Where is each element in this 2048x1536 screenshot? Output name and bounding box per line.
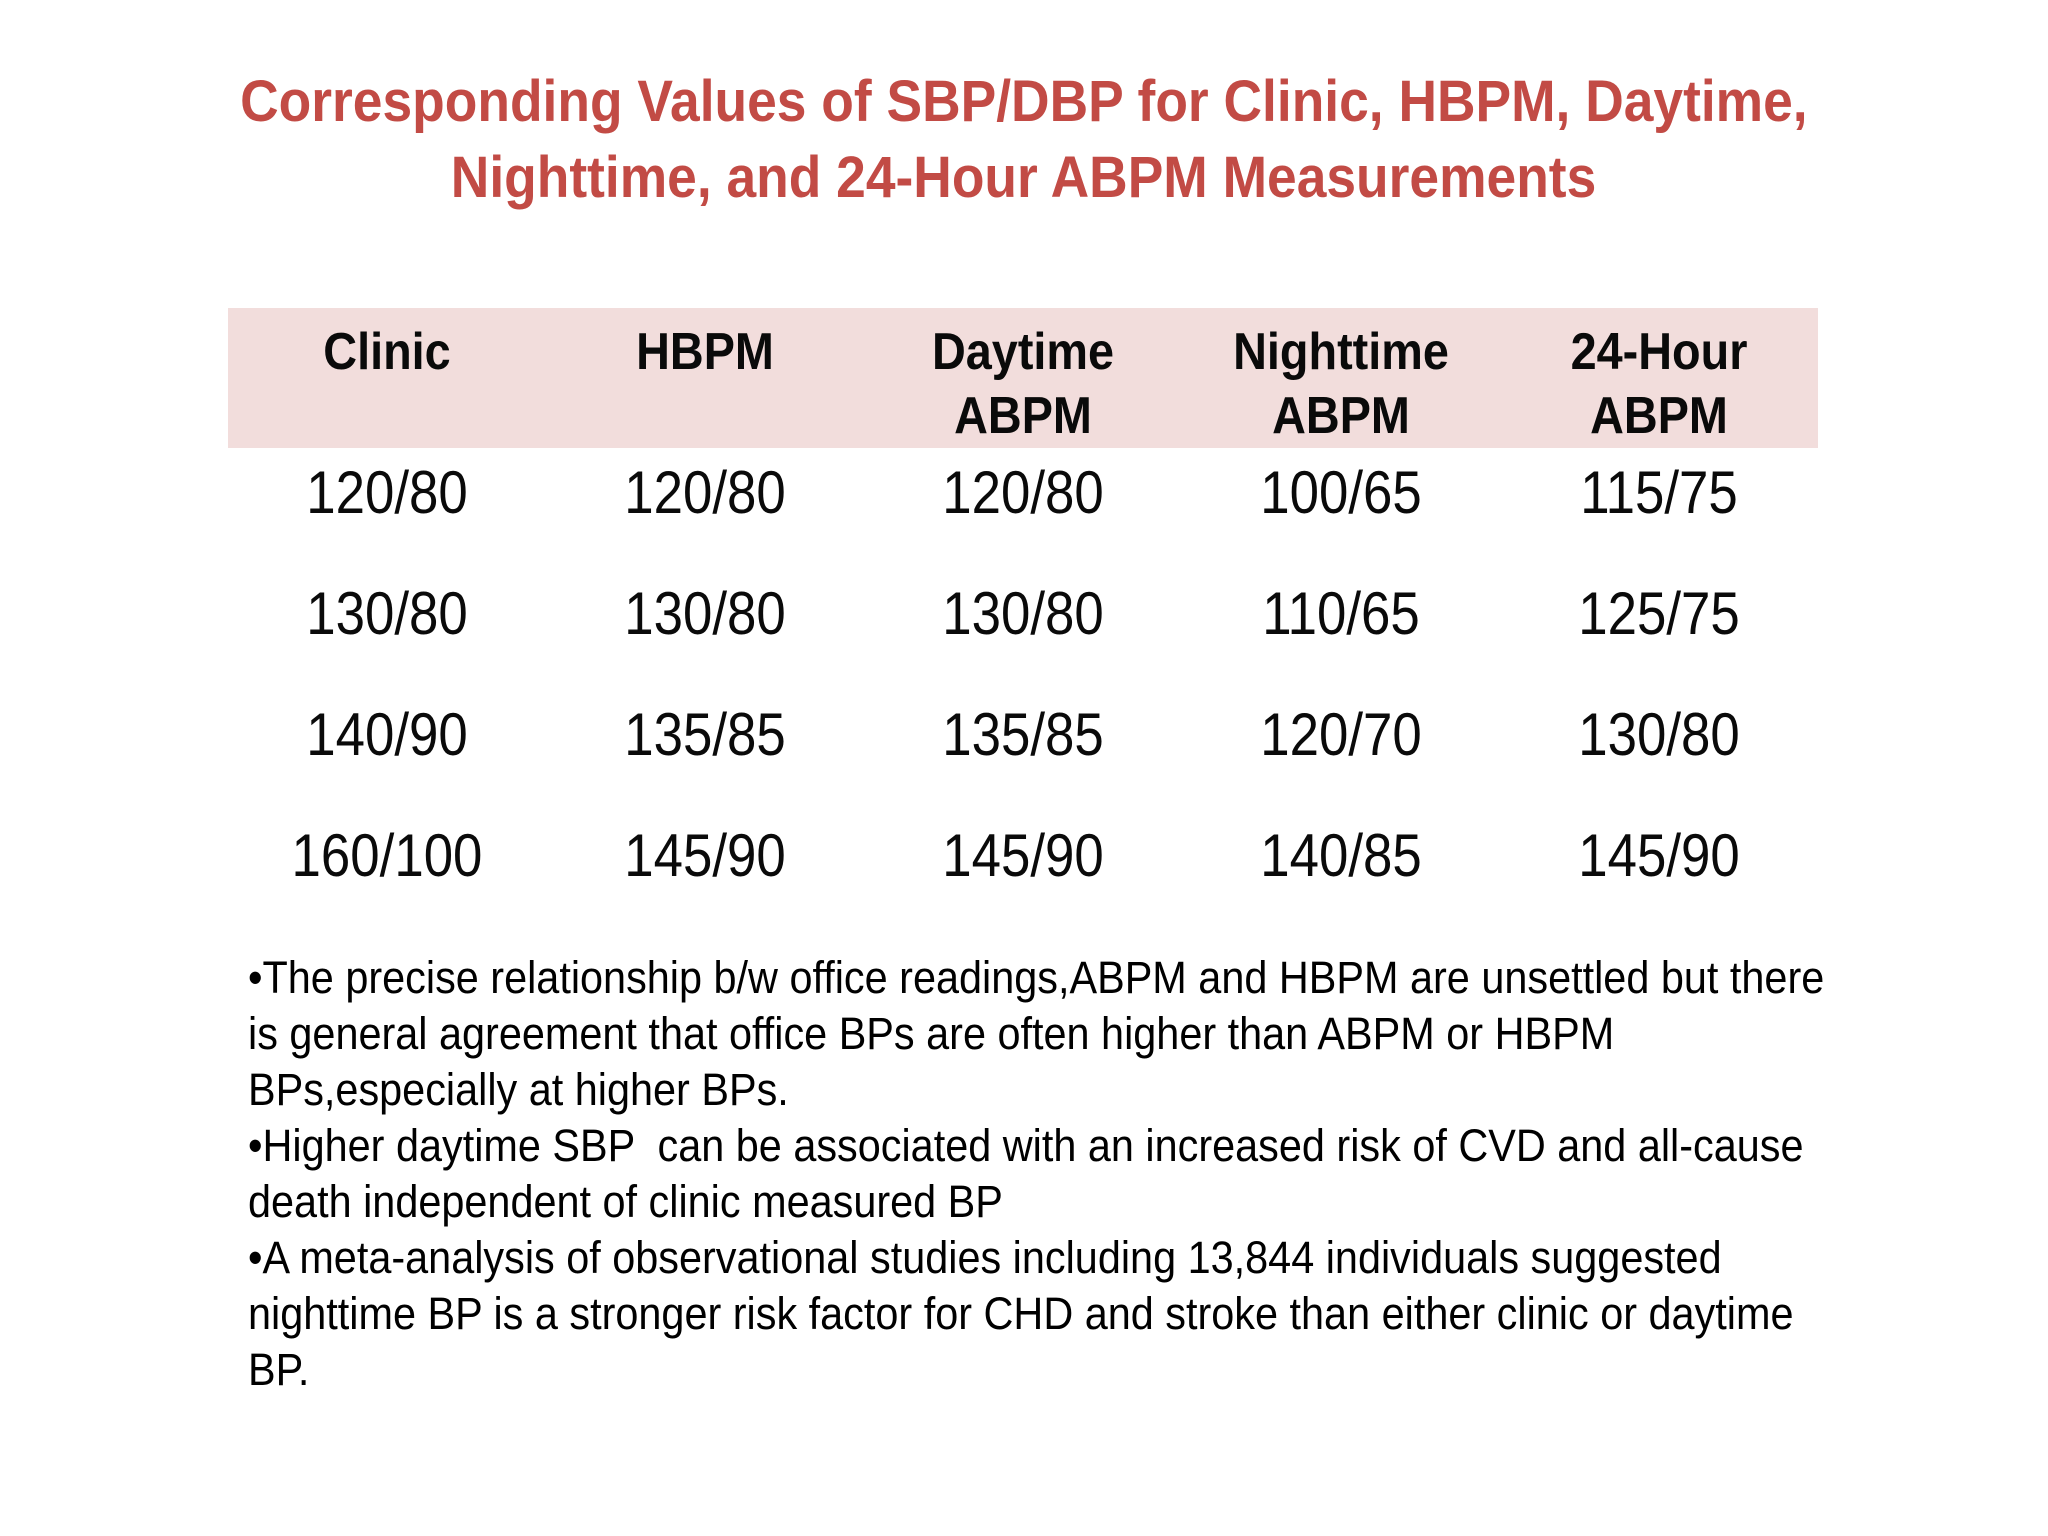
table-cell: 110/65 xyxy=(1262,580,1420,647)
table-cell: 145/90 xyxy=(942,822,1104,889)
table-row: 130/80 130/80 130/80 110/65 125/75 xyxy=(228,581,1818,702)
table-cell: 120/80 xyxy=(942,459,1104,526)
table-cell: 145/90 xyxy=(1578,822,1740,889)
column-header-nighttime-abpm: Nighttime ABPM xyxy=(1233,323,1449,445)
table-cell: 160/100 xyxy=(291,822,483,889)
slide-title: Corresponding Values of SBP/DBP for Clin… xyxy=(0,64,2048,216)
table-cell: 125/75 xyxy=(1578,580,1740,647)
table-cell: 140/85 xyxy=(1260,822,1422,889)
table-cell: 130/80 xyxy=(306,580,468,647)
bullet-daytime-sbp-cvd-risk: •Higher daytime SBP can be associated wi… xyxy=(248,1120,1816,1227)
slide-title-line-2: Nighttime, and 24-Hour ABPM Measurements xyxy=(451,145,1597,210)
table-cell: 115/75 xyxy=(1580,459,1738,526)
table-cell: 130/80 xyxy=(1578,701,1740,768)
bullet-office-vs-abpm-hbpm: •The precise relationship b/w office rea… xyxy=(248,952,1836,1115)
table-cell: 120/80 xyxy=(624,459,786,526)
table-row: 160/100 145/90 145/90 140/85 145/90 xyxy=(228,823,1818,944)
table-body: 120/80 120/80 120/80 100/65 115/75 130/8… xyxy=(228,448,1818,944)
table-row: 140/90 135/85 135/85 120/70 130/80 xyxy=(228,702,1818,823)
table-cell: 145/90 xyxy=(624,822,786,889)
table-header-row: Clinic HBPM Daytime ABPM Nighttime ABPM … xyxy=(228,308,1818,448)
table-cell: 130/80 xyxy=(624,580,786,647)
table-cell: 120/70 xyxy=(1260,701,1422,768)
table-cell: 130/80 xyxy=(942,580,1104,647)
column-header-24-hour-abpm: 24-Hour ABPM xyxy=(1570,323,1748,445)
slide-title-line-1: Corresponding Values of SBP/DBP for Clin… xyxy=(240,69,1808,134)
notes-text-block: •The precise relationship b/w office rea… xyxy=(248,950,1978,1398)
table-cell: 135/85 xyxy=(942,701,1104,768)
bp-values-table: Clinic HBPM Daytime ABPM Nighttime ABPM … xyxy=(228,308,1818,944)
column-header-daytime-abpm: Daytime ABPM xyxy=(931,323,1115,445)
column-header-hbpm: HBPM xyxy=(636,323,774,381)
bullet-meta-analysis-nighttime-bp: •A meta-analysis of observational studie… xyxy=(248,1232,1805,1395)
table-row: 120/80 120/80 120/80 100/65 115/75 xyxy=(228,460,1818,581)
table-cell: 140/90 xyxy=(306,701,468,768)
table-cell: 120/80 xyxy=(306,459,468,526)
table-cell: 100/65 xyxy=(1260,459,1422,526)
table-cell: 135/85 xyxy=(624,701,786,768)
column-header-clinic: Clinic xyxy=(323,323,451,381)
